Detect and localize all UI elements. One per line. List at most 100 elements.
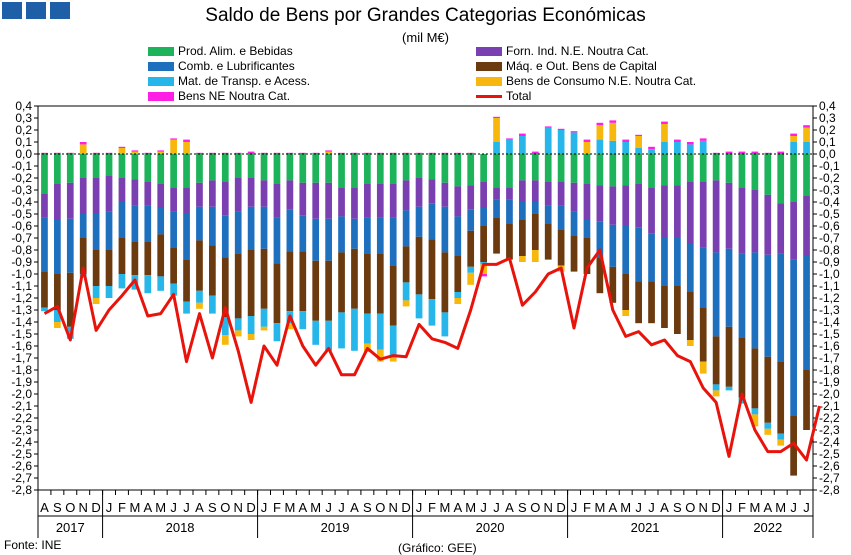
bar-segment-ne	[364, 152, 371, 154]
y-tick-label-right: -2,0	[819, 387, 840, 401]
bar-segment-ind	[234, 178, 242, 212]
bar-segment-ind	[544, 181, 552, 206]
bar-segment-fuel	[286, 209, 294, 252]
bar-segment-ind	[557, 181, 565, 206]
x-tick-label: F	[583, 500, 591, 515]
legend-swatch	[476, 61, 502, 71]
bar-segment-ne	[622, 139, 630, 142]
y-tick-label-left: -1,6	[11, 339, 32, 353]
credit-note: (Gráfico: GEE)	[398, 541, 477, 555]
bar-segment-transp	[415, 294, 423, 319]
bar-segment-cons	[635, 136, 642, 148]
x-tick-label: J	[416, 500, 423, 515]
bar-segment-fuel	[221, 215, 229, 258]
bar-segment-ne	[234, 152, 242, 154]
legend-swatch	[148, 91, 174, 101]
legend-item-ne: Bens NE Noutra Cat.	[148, 89, 290, 103]
bar-segment-transp	[183, 301, 190, 314]
bar-segment-ind	[686, 181, 694, 244]
bar-segment-ind	[674, 185, 681, 238]
y-tick-label-left: 0,1	[15, 135, 32, 149]
x-tick-label: F	[118, 500, 126, 515]
bar-segment-fuel	[686, 244, 694, 292]
chart-legend: Prod. Alim. e Bebidas Comb. e Lubrificant…	[0, 44, 851, 104]
bar-segment-mach	[467, 230, 475, 267]
bar-segment-ind	[738, 187, 746, 254]
bar-segment-transp	[622, 142, 630, 154]
bar-segment-ind	[751, 190, 759, 253]
bar-segment-mach	[531, 214, 539, 250]
bar-segment-ne	[183, 139, 190, 142]
bar-segment-ne	[260, 152, 268, 154]
bar-segment-ind	[519, 180, 526, 202]
bar-segment-food	[454, 154, 462, 187]
bar-segment-mach	[247, 250, 255, 316]
bar-segment-ind	[196, 182, 203, 207]
gee-logo	[2, 2, 70, 19]
bar-segment-ne	[131, 150, 139, 152]
bar-segment-transp	[519, 136, 526, 154]
bar-segment-food	[777, 154, 785, 204]
bar-segment-ne	[402, 152, 410, 154]
bar-segment-food	[519, 154, 526, 181]
bar-segment-cons	[493, 118, 500, 142]
bar-segment-mach	[209, 245, 216, 296]
bar-segment-ne	[751, 151, 759, 154]
bar-segment-mach	[725, 326, 733, 387]
bar-segment-ind	[79, 178, 87, 214]
bar-segment-mach	[299, 251, 307, 312]
legend-item-ind: Forn. Ind. N.E. Noutra Cat.	[476, 44, 649, 58]
bar-segment-ne	[351, 152, 358, 154]
x-tick-label: J	[480, 500, 487, 515]
bar-segment-food	[364, 154, 371, 184]
x-tick-label: N	[699, 500, 708, 515]
bar-segment-food	[674, 154, 681, 186]
bar-segment-transp	[609, 140, 617, 154]
bar-segment-mach	[286, 251, 294, 312]
bar-segment-food	[105, 154, 113, 176]
bar-segment-food	[725, 154, 733, 183]
bar-segment-food	[764, 154, 772, 195]
bar-segment-mach	[183, 259, 190, 302]
y-tick-label-right: -1,9	[819, 375, 840, 389]
bar-segment-ne	[777, 151, 785, 154]
bar-segment-ind	[570, 182, 578, 212]
bar-segment-fuel	[648, 233, 655, 282]
bar-segment-cons	[170, 139, 177, 154]
x-tick-label: M	[594, 500, 605, 515]
bar-segment-food	[92, 154, 100, 178]
legend-label: Máq. e Out. Bens de Capital	[506, 59, 657, 73]
x-tick-label: J	[493, 500, 500, 515]
x-tick-label: M	[620, 500, 631, 515]
bar-segment-ind	[92, 178, 100, 214]
bar-segment-mach	[338, 252, 345, 313]
bar-segment-ind	[312, 182, 320, 219]
x-tick-label: J	[803, 500, 810, 515]
x-tick-label: J	[325, 500, 332, 515]
bar-segment-transp	[467, 266, 475, 273]
bar-segment-food	[234, 154, 242, 178]
x-year-label: 2018	[166, 520, 195, 535]
y-tick-label-left: -1,4	[11, 315, 32, 329]
bar-segment-fuel	[118, 202, 126, 238]
y-tick-label-left: -1,0	[11, 267, 32, 281]
x-tick-label: M	[284, 500, 295, 515]
bar-segment-ne	[92, 152, 100, 154]
legend-label: Bens de Consumo N.E. Noutra Cat.	[506, 74, 697, 88]
bar-segment-ind	[325, 182, 332, 219]
bar-segment-cons	[751, 414, 759, 427]
bar-segment-mach	[570, 235, 578, 272]
x-year-label: 2022	[753, 520, 782, 535]
bar-segment-mach	[325, 260, 332, 321]
x-tick-label: A	[608, 500, 617, 515]
bar-segment-ind	[402, 180, 410, 211]
bar-segment-ne	[764, 152, 772, 154]
x-tick-label: F	[428, 500, 436, 515]
bar-segment-cons	[764, 428, 772, 435]
bar-segment-transp	[170, 283, 177, 296]
bar-segment-cons	[686, 340, 694, 346]
y-tick-label-left: 0,0	[15, 147, 32, 161]
bar-segment-ind	[635, 184, 642, 228]
bar-segment-ne	[609, 120, 617, 123]
